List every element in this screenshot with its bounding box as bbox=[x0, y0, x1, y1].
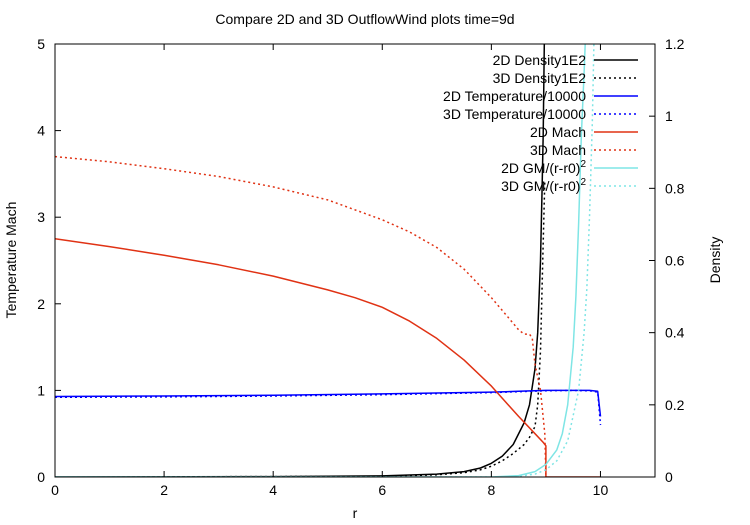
x-tick-label: 6 bbox=[378, 482, 386, 498]
y2-tick-label: 0.4 bbox=[665, 325, 685, 341]
y-tick-label: 0 bbox=[37, 469, 45, 485]
y-tick-label: 3 bbox=[37, 209, 45, 225]
ticks-layer: 0 2 4 6 8 10 0 1 2 3 4 5 0 0.2 0.4 0.6 0.8 1 1.2 bbox=[37, 36, 684, 498]
y-axis-label: Temperature Mach bbox=[3, 202, 19, 319]
y2-tick-label: 1 bbox=[665, 108, 673, 124]
y2-tick-label: 0.6 bbox=[665, 253, 685, 269]
legend-label: 3D Mach bbox=[530, 142, 586, 158]
y2-tick-label: 0.2 bbox=[665, 397, 685, 413]
chart-title: Compare 2D and 3D OutflowWind plots time… bbox=[215, 11, 514, 27]
legend-label: 3D Temperature/10000 bbox=[443, 106, 586, 122]
y2-tick-label: 0 bbox=[665, 469, 673, 485]
x-tick-label: 4 bbox=[269, 482, 277, 498]
series-line-6 bbox=[55, 44, 586, 477]
legend-label: 2D Temperature/10000 bbox=[443, 88, 586, 104]
x-tick-label: 0 bbox=[51, 482, 59, 498]
series-line-0 bbox=[55, 44, 546, 477]
x-tick-label: 2 bbox=[160, 482, 168, 498]
x-tick-label: 10 bbox=[593, 482, 609, 498]
x-axis-label: r bbox=[353, 505, 358, 521]
y2-tick-label: 1.2 bbox=[665, 36, 685, 52]
y-tick-label: 5 bbox=[37, 36, 45, 52]
legend-label: 3D Density1E2 bbox=[493, 70, 587, 86]
series-line-4 bbox=[55, 238, 601, 477]
series-line-5 bbox=[55, 155, 547, 477]
series-line-1 bbox=[55, 181, 546, 477]
legend-label: 3D GM/(r-r0)2 bbox=[501, 177, 586, 194]
y2-tick-label: 0.8 bbox=[665, 180, 685, 196]
series-layer bbox=[55, 44, 602, 477]
y-tick-label: 2 bbox=[37, 296, 45, 312]
series-line-2 bbox=[55, 389, 602, 417]
series-line-3 bbox=[55, 389, 602, 426]
y-tick-label: 1 bbox=[37, 382, 45, 398]
legend-label: 2D GM/(r-r0)2 bbox=[501, 159, 586, 176]
legend-label: 2D Mach bbox=[530, 124, 586, 140]
x-tick-label: 8 bbox=[487, 482, 495, 498]
y-tick-label: 4 bbox=[37, 123, 45, 139]
legend-label: 2D Density1E2 bbox=[493, 52, 587, 68]
y2-axis-label: Density bbox=[707, 237, 723, 284]
legend: 2D Density1E2 3D Density1E2 2D Temperature… bbox=[443, 52, 638, 194]
